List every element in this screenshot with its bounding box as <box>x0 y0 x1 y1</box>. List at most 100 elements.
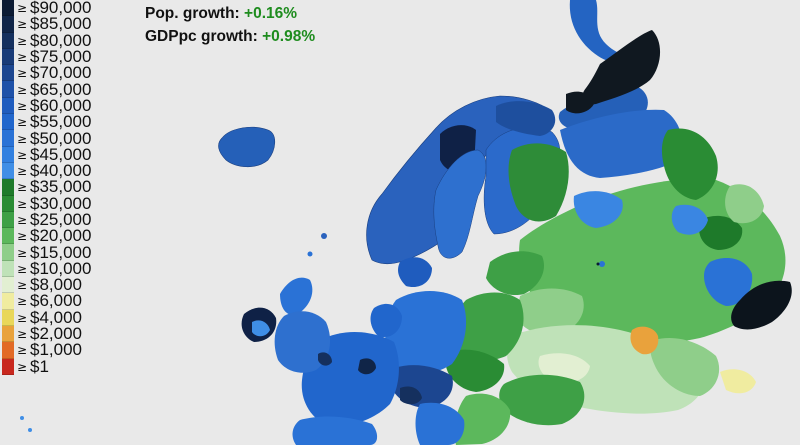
legend-amount: 25,000 <box>39 210 92 229</box>
region-poland <box>453 292 524 361</box>
legend-row: ≥ $ 40,000 <box>2 162 120 180</box>
legend-symbol: ≥ <box>16 115 28 130</box>
region-iceland <box>218 126 276 168</box>
legend-row: ≥ $ 90,000 <box>2 0 120 18</box>
region-belarus <box>516 288 584 336</box>
legend-symbol: ≥ <box>16 66 28 81</box>
legend-currency: $ <box>30 307 40 327</box>
legend-symbol: ≥ <box>16 131 28 146</box>
legend-amount: 70,000 <box>39 63 92 83</box>
region-scotland <box>280 277 313 316</box>
region-faroe <box>321 233 327 239</box>
legend-row: ≥ $ 20,000 <box>2 226 120 246</box>
gdp-growth-value: +0.98% <box>262 28 316 45</box>
legend-row: ≥ $ 75,000 <box>2 47 120 67</box>
region-orenburg-blue <box>704 258 753 306</box>
legend-swatch <box>2 293 14 310</box>
legend-swatch <box>2 32 14 49</box>
region-paris-dark <box>358 358 376 375</box>
region-italy-north <box>415 402 465 445</box>
legend-amount: 1 <box>39 356 49 376</box>
legend-currency: $ <box>30 275 40 295</box>
legend-currency: $ <box>30 291 40 311</box>
legend-row: ≥ $ 35,000 <box>2 177 120 197</box>
legend-currency: $ <box>30 47 40 67</box>
legend-row: ≥ $ 25,000 <box>2 210 120 229</box>
legend-currency: $ <box>30 79 40 99</box>
region-iberia-north <box>292 416 378 445</box>
legend-currency: $ <box>30 258 40 278</box>
region-orange-oblast <box>630 326 659 355</box>
legend-symbol: ≥ <box>16 180 28 195</box>
legend-amount: 4,000 <box>39 307 83 327</box>
legend-symbol: ≥ <box>16 261 28 276</box>
legend-row: ≥ $ 15,000 <box>2 242 120 262</box>
legend-row: ≥ $ 70,000 <box>2 63 120 83</box>
map-legend: ≥ $ 90,000 ≥ $ 85,000 ≥ $ 80,000 ≥ $ 75,000 ≥ $ 7… <box>2 0 120 375</box>
region-ural-light <box>725 184 764 224</box>
legend-swatch <box>2 0 14 17</box>
legend-symbol: ≥ <box>16 310 28 325</box>
legend-swatch <box>2 325 14 343</box>
region-urals-green <box>661 128 718 200</box>
legend-amount: 55,000 <box>39 112 92 132</box>
legend-currency: $ <box>30 128 40 148</box>
legend-amount: 8,000 <box>39 275 83 295</box>
legend-row: ≥ $ 8,000 <box>2 275 120 295</box>
legend-currency: $ <box>30 210 40 229</box>
legend-swatch <box>2 114 14 131</box>
legend-amount: 65,000 <box>39 79 92 99</box>
growth-stats: Pop. growth: +0.16% GDPpc growth: +0.98% <box>145 2 315 48</box>
legend-symbol: ≥ <box>16 294 28 309</box>
legend-symbol: ≥ <box>16 1 28 16</box>
legend-currency: $ <box>30 193 40 213</box>
pop-growth-value: +0.16% <box>244 5 298 22</box>
legend-swatch <box>2 81 14 98</box>
legend-swatch <box>2 16 14 33</box>
gdp-growth-label: GDPpc growth: <box>145 28 258 45</box>
legend-amount: 60,000 <box>39 95 92 115</box>
legend-swatch <box>2 130 14 147</box>
legend-currency: $ <box>30 226 40 246</box>
legend-swatch <box>2 146 14 163</box>
legend-amount: 30,000 <box>39 193 92 213</box>
legend-amount: 10,000 <box>39 258 92 278</box>
legend-row: ≥ $ 65,000 <box>2 79 120 99</box>
region-london-dark <box>318 352 332 366</box>
region-england <box>274 311 331 373</box>
legend-row: ≥ $ 1 <box>2 356 120 376</box>
region-sweden <box>433 149 487 259</box>
region-germany <box>385 291 467 375</box>
legend-symbol: ≥ <box>16 17 28 32</box>
legend-row: ≥ $ 45,000 <box>2 146 120 163</box>
region-tatar-dark <box>596 262 600 266</box>
legend-row: ≥ $ 80,000 <box>2 32 120 49</box>
legend-swatch <box>2 244 14 261</box>
region-orenburg-hotspot <box>599 261 605 267</box>
region-alps <box>390 365 453 408</box>
legend-amount: 15,000 <box>39 242 92 262</box>
legend-swatch <box>2 162 14 180</box>
legend-row: ≥ $ 55,000 <box>2 112 120 132</box>
legend-swatch <box>2 211 14 229</box>
legend-symbol: ≥ <box>16 229 28 244</box>
legend-currency: $ <box>30 0 40 18</box>
legend-symbol: ≥ <box>16 359 28 374</box>
legend-swatch <box>2 48 14 66</box>
legend-row: ≥ $ 2,000 <box>2 325 120 343</box>
legend-swatch <box>2 309 14 326</box>
legend-row: ≥ $ 30,000 <box>2 193 120 213</box>
region-balkans <box>454 393 511 445</box>
region-czech-slovakia <box>446 349 505 392</box>
legend-swatch <box>2 228 14 245</box>
legend-currency: $ <box>30 177 40 197</box>
region-arkhangelsk-dark <box>566 91 594 114</box>
region-nenets-dark <box>582 30 661 105</box>
region-azores <box>20 416 24 420</box>
region-tyumen-dark <box>698 215 743 250</box>
region-komi <box>560 109 683 178</box>
pop-growth-label: Pop. growth: <box>145 5 240 22</box>
legend-swatch <box>2 195 14 212</box>
pop-growth-row: Pop. growth: +0.16% <box>145 2 315 25</box>
